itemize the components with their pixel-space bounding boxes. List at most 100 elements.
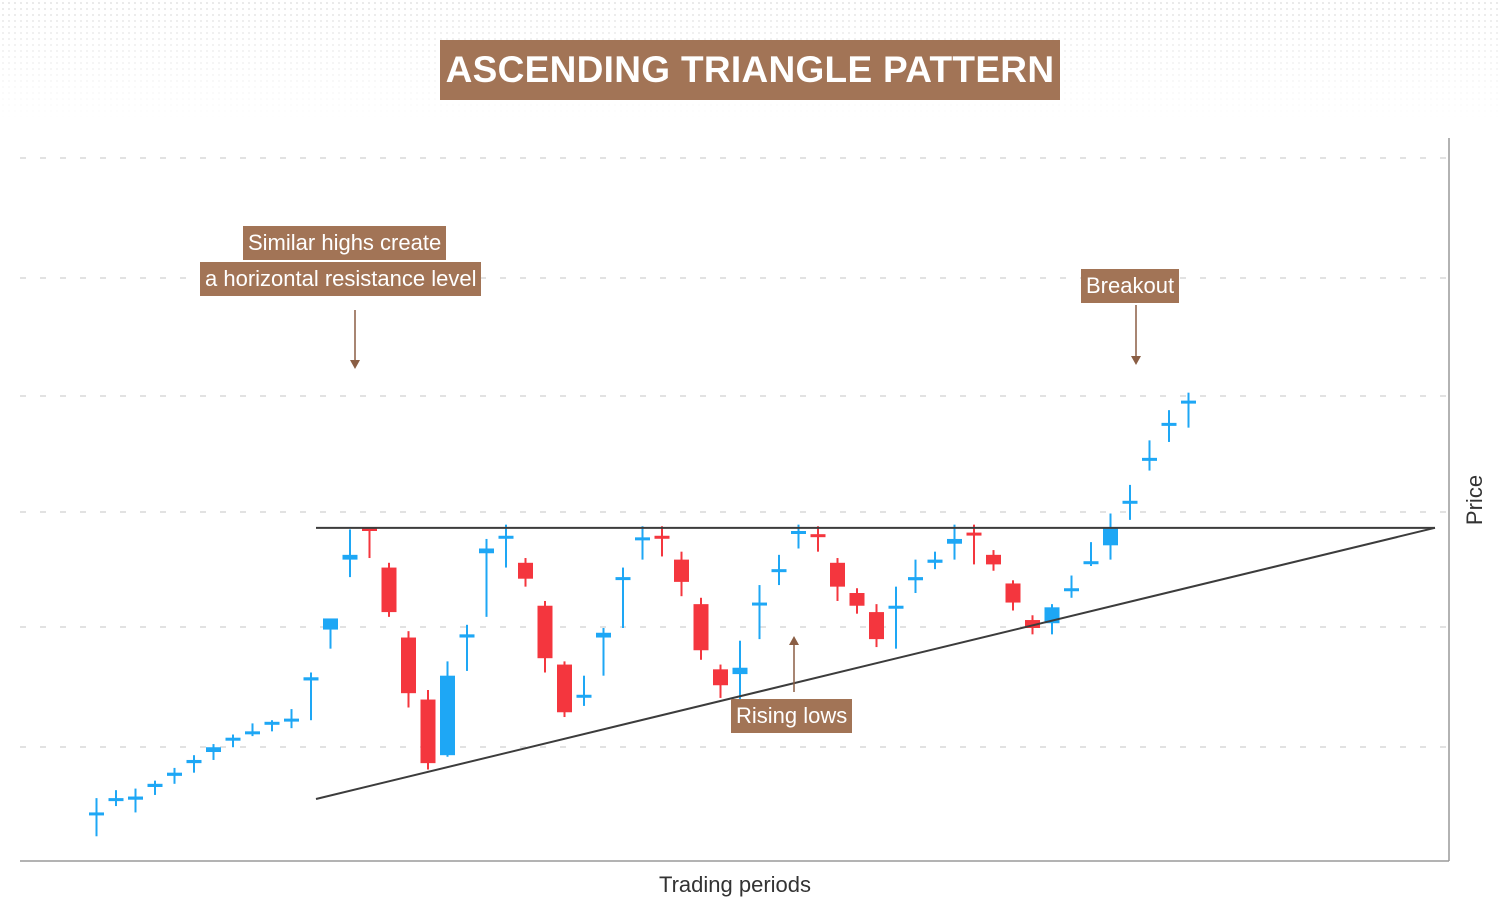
candle (128, 788, 143, 813)
candle (401, 631, 416, 708)
candle (284, 709, 299, 729)
candle (362, 527, 377, 559)
candle-body (323, 618, 338, 630)
candle-body (771, 569, 787, 573)
candle (1103, 513, 1118, 560)
candle-body (479, 548, 494, 554)
candle-body (596, 632, 611, 638)
candle-body (654, 535, 670, 539)
resistance-annotation-text1: Similar highs create (248, 230, 442, 255)
candle-body (147, 783, 163, 787)
candle (557, 661, 572, 718)
candle-body (830, 562, 845, 587)
candle (1005, 580, 1021, 611)
candle (440, 661, 455, 757)
candle (693, 597, 709, 660)
gridlines (20, 157, 1449, 748)
candle (947, 524, 962, 560)
candle-body (947, 538, 962, 544)
candle-body (693, 604, 709, 651)
candle (752, 585, 767, 640)
candle (108, 790, 124, 807)
candle (986, 550, 1001, 571)
chart-title-text: ASCENDING TRIANGLE PATTERN (445, 49, 1055, 90)
candle (518, 558, 533, 587)
candle-body (225, 737, 241, 741)
candle-body (576, 694, 592, 698)
candle-body (362, 527, 377, 531)
candle (147, 780, 163, 795)
candle (576, 675, 592, 706)
candle-body (206, 747, 221, 753)
candle (186, 755, 202, 773)
candle (1181, 392, 1196, 428)
candle-body (849, 593, 865, 606)
candle (459, 624, 475, 671)
candle (674, 551, 689, 597)
candle-body (908, 577, 923, 581)
candle (713, 664, 728, 698)
candle-body (498, 535, 514, 539)
candle-body (1161, 422, 1177, 426)
candle-body (1142, 457, 1157, 461)
candle (810, 526, 826, 552)
candle (89, 798, 104, 837)
candle-body (128, 796, 143, 800)
rising-lows-annotation-text: Rising lows (736, 703, 848, 728)
candle-body (245, 731, 260, 735)
candle-body (966, 532, 982, 536)
candle (206, 744, 221, 760)
candle-body (440, 675, 455, 756)
candle (381, 562, 397, 617)
candle-body (752, 602, 767, 606)
candle-body (1122, 500, 1138, 504)
candle (927, 551, 943, 570)
candle-body (459, 634, 475, 638)
candle-body (1025, 620, 1040, 628)
chart-title: ASCENDING TRIANGLE PATTERN (440, 40, 1060, 100)
support-line (315, 526, 1436, 800)
candle-body (888, 605, 904, 609)
candle (1064, 575, 1079, 598)
candle (849, 588, 865, 614)
candle (303, 672, 319, 721)
rising-lows-annotation: Rising lows (731, 699, 853, 733)
candle-body (401, 637, 416, 694)
candle-body (284, 718, 299, 722)
y-axis-label: Price (1462, 474, 1487, 526)
candle-body (927, 559, 943, 563)
candle-body (557, 664, 572, 713)
x-axis-label: Trading periods (658, 872, 812, 897)
candle (771, 554, 787, 586)
breakout-annotation: Breakout (1081, 269, 1180, 303)
rising-lows-arrow-head (789, 636, 799, 645)
candle (830, 558, 845, 601)
candle (908, 559, 923, 594)
resistance-annotation-line2: a horizontal resistance level (200, 262, 482, 296)
candle-body (810, 534, 826, 538)
candle-body (342, 554, 358, 560)
candle (888, 586, 904, 649)
annotation-arrows (350, 305, 1141, 692)
candle (1122, 484, 1138, 520)
candle (635, 526, 650, 560)
candles-group (89, 392, 1196, 837)
candle (1142, 440, 1157, 471)
resistance-annotation-text2: a horizontal resistance level (205, 266, 477, 291)
candle-body (713, 669, 728, 686)
candle (1083, 542, 1099, 566)
candle-body (303, 677, 319, 681)
candle-body (615, 577, 631, 581)
breakout-arrow-head (1131, 356, 1141, 365)
candle (264, 720, 280, 732)
candle (654, 526, 670, 557)
candle (537, 600, 553, 673)
candle-body (186, 759, 202, 764)
candle-body (264, 721, 280, 725)
candle-body (108, 798, 124, 802)
candle-body (537, 605, 553, 659)
candle-body (89, 812, 104, 816)
candle (420, 690, 436, 770)
candle-body (518, 562, 533, 579)
